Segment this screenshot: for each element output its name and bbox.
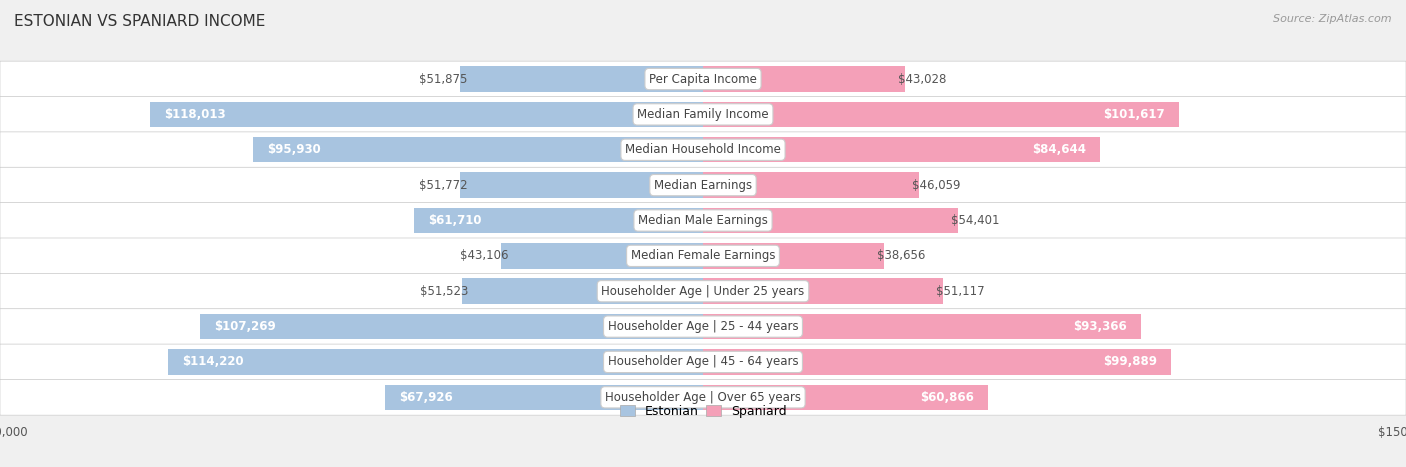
Text: $51,523: $51,523 (420, 285, 468, 298)
Bar (703, 278, 942, 304)
Text: $43,028: $43,028 (897, 72, 946, 85)
FancyBboxPatch shape (0, 273, 1406, 309)
Text: Per Capita Income: Per Capita Income (650, 72, 756, 85)
Bar (167, 349, 703, 375)
FancyBboxPatch shape (0, 309, 1406, 345)
Text: $95,930: $95,930 (267, 143, 321, 156)
Bar (385, 385, 703, 410)
Text: $114,220: $114,220 (181, 355, 243, 368)
Text: $51,117: $51,117 (935, 285, 984, 298)
FancyBboxPatch shape (0, 203, 1406, 238)
Text: Householder Age | 45 - 64 years: Householder Age | 45 - 64 years (607, 355, 799, 368)
Bar (253, 137, 703, 163)
Bar (501, 243, 703, 269)
Text: $60,866: $60,866 (921, 391, 974, 404)
Text: Householder Age | Over 65 years: Householder Age | Over 65 years (605, 391, 801, 404)
Bar (703, 314, 1140, 340)
Text: $51,875: $51,875 (419, 72, 467, 85)
Text: $107,269: $107,269 (214, 320, 276, 333)
Text: $101,617: $101,617 (1104, 108, 1166, 121)
Bar (703, 102, 1180, 127)
Legend: Estonian, Spaniard: Estonian, Spaniard (620, 405, 786, 417)
Text: Median Male Earnings: Median Male Earnings (638, 214, 768, 227)
Bar (703, 349, 1171, 375)
Text: Median Household Income: Median Household Income (626, 143, 780, 156)
FancyBboxPatch shape (0, 61, 1406, 97)
Text: $67,926: $67,926 (399, 391, 453, 404)
FancyBboxPatch shape (0, 97, 1406, 132)
Text: $46,059: $46,059 (912, 178, 960, 191)
Text: $61,710: $61,710 (427, 214, 481, 227)
Bar (703, 208, 957, 233)
Text: Source: ZipAtlas.com: Source: ZipAtlas.com (1274, 14, 1392, 24)
Bar (703, 385, 988, 410)
Text: $43,106: $43,106 (460, 249, 508, 262)
Bar (460, 172, 703, 198)
Bar (200, 314, 703, 340)
Bar (703, 243, 884, 269)
Text: $84,644: $84,644 (1032, 143, 1085, 156)
FancyBboxPatch shape (0, 132, 1406, 168)
Bar (460, 66, 703, 92)
Bar (413, 208, 703, 233)
Text: Median Earnings: Median Earnings (654, 178, 752, 191)
Bar (461, 278, 703, 304)
Text: $93,366: $93,366 (1073, 320, 1126, 333)
Text: $118,013: $118,013 (165, 108, 225, 121)
Text: Median Female Earnings: Median Female Earnings (631, 249, 775, 262)
FancyBboxPatch shape (0, 238, 1406, 274)
Text: ESTONIAN VS SPANIARD INCOME: ESTONIAN VS SPANIARD INCOME (14, 14, 266, 29)
Bar (150, 102, 703, 127)
FancyBboxPatch shape (0, 344, 1406, 380)
FancyBboxPatch shape (0, 167, 1406, 203)
Text: $51,772: $51,772 (419, 178, 467, 191)
Text: $54,401: $54,401 (950, 214, 1000, 227)
Bar (703, 66, 904, 92)
Bar (703, 172, 920, 198)
FancyBboxPatch shape (0, 380, 1406, 415)
Text: $99,889: $99,889 (1104, 355, 1157, 368)
Text: $38,656: $38,656 (877, 249, 925, 262)
Bar (703, 137, 1099, 163)
Text: Householder Age | 25 - 44 years: Householder Age | 25 - 44 years (607, 320, 799, 333)
Text: Householder Age | Under 25 years: Householder Age | Under 25 years (602, 285, 804, 298)
Text: Median Family Income: Median Family Income (637, 108, 769, 121)
